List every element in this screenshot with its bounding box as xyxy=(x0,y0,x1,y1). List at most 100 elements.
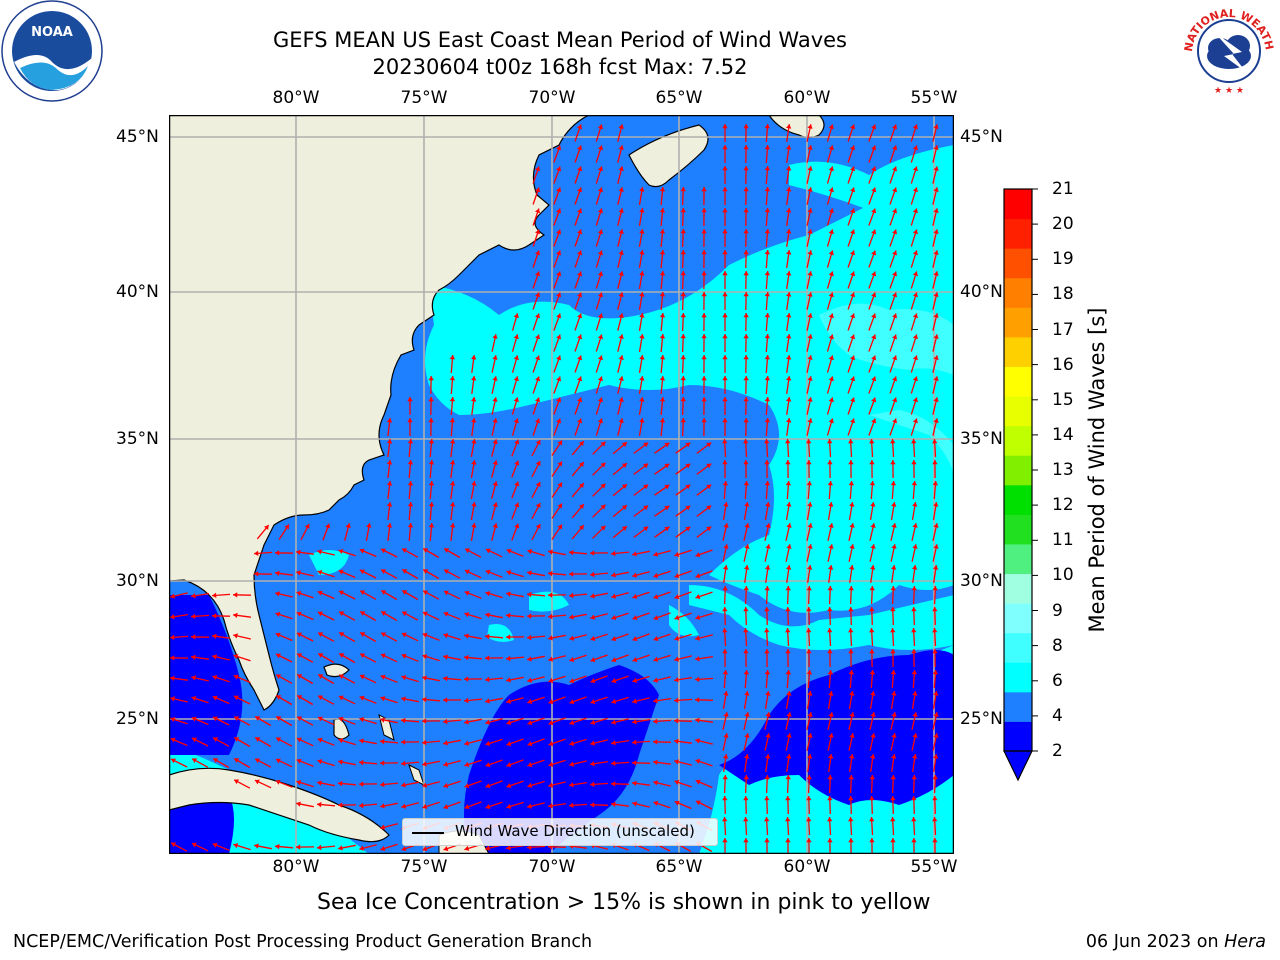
wave-direction-arrowhead xyxy=(548,635,553,641)
wave-direction-arrowhead xyxy=(871,166,877,172)
wave-direction-arrowhead xyxy=(618,271,624,276)
wave-direction-arrowhead xyxy=(577,208,583,214)
wave-direction-arrowhead xyxy=(653,677,658,683)
wave-direction-arrowhead xyxy=(535,229,541,235)
wave-direction-arrowhead xyxy=(569,802,574,808)
wave-direction-arrowhead xyxy=(422,632,428,638)
wave-direction-arrowhead xyxy=(828,166,834,172)
wave-direction-arrowhead xyxy=(359,674,365,680)
wave-direction-arrowhead xyxy=(639,376,645,381)
wave-direction-arrowhead xyxy=(912,271,918,277)
wave-direction-arrowhead xyxy=(870,733,876,738)
wave-direction-arrowhead xyxy=(639,250,645,255)
wave-direction-arrowhead xyxy=(485,676,490,683)
wave-direction-arrowhead xyxy=(317,759,323,765)
wave-direction-arrowhead xyxy=(743,481,749,486)
wave-direction-arrowhead xyxy=(850,145,856,151)
wave-direction-arrowhead xyxy=(764,817,770,822)
wave-direction-arrowhead xyxy=(723,523,729,528)
wave-direction-arrowhead xyxy=(276,737,281,743)
wave-direction-arrowhead xyxy=(674,677,679,683)
wave-direction-arrowhead xyxy=(722,187,728,192)
wave-direction-arrowhead xyxy=(764,313,770,318)
wave-direction-arrowhead xyxy=(664,484,670,490)
wave-direction-arrowhead xyxy=(659,229,666,234)
wave-direction-arrowhead xyxy=(827,439,833,444)
wave-direction-arrowhead xyxy=(743,628,749,633)
wave-direction-arrowhead xyxy=(891,712,897,717)
wave-direction-arrowhead xyxy=(807,523,813,528)
wave-direction-arrowhead xyxy=(360,611,366,616)
wave-direction-arrowhead xyxy=(535,271,541,277)
wave-direction-arrowhead xyxy=(850,355,856,361)
wave-direction-arrowhead xyxy=(464,804,470,810)
lon-label-top-55w: 55°W xyxy=(910,88,958,108)
wave-direction-arrowhead xyxy=(849,733,855,738)
wave-direction-arrowhead xyxy=(535,397,541,403)
wave-direction-arrowhead xyxy=(485,740,491,746)
wave-direction-arrowhead xyxy=(600,462,606,468)
wave-direction-arrowhead xyxy=(514,481,520,487)
wave-direction-arrowhead xyxy=(556,355,562,361)
wave-direction-arrowhead xyxy=(590,802,595,808)
wave-direction-arrowhead xyxy=(850,124,856,130)
wave-direction-arrowhead xyxy=(233,674,239,680)
wave-direction-arrowhead xyxy=(471,460,477,465)
wave-direction-arrowhead xyxy=(764,586,770,591)
wave-direction-arrowhead xyxy=(297,716,302,722)
colorbar-segment xyxy=(1004,603,1032,634)
wave-direction-arrowhead xyxy=(701,418,707,423)
wave-direction-arrowhead xyxy=(744,733,750,738)
wave-direction-arrowhead xyxy=(912,187,918,193)
wave-direction-arrowhead xyxy=(743,145,749,150)
wave-direction-arrowhead xyxy=(471,397,477,402)
wave-direction-arrowhead xyxy=(506,845,511,851)
wave-direction-arrowhead xyxy=(722,397,728,402)
wave-direction-arrowhead xyxy=(557,482,562,488)
wave-direction-arrowhead xyxy=(485,762,491,768)
wave-direction-arrowhead xyxy=(695,676,700,682)
wave-direction-arrowhead xyxy=(590,719,596,725)
wave-direction-arrowhead xyxy=(632,739,637,745)
wave-direction-arrowhead xyxy=(556,145,562,151)
wave-direction-arrowhead xyxy=(485,612,490,618)
wave-direction-arrowhead xyxy=(192,758,198,763)
svg-text:★ ★ ★: ★ ★ ★ xyxy=(1214,86,1244,96)
wave-direction-arrowhead xyxy=(659,208,666,213)
wave-direction-arrowhead xyxy=(722,628,728,633)
wave-direction-arrowhead xyxy=(827,607,833,612)
colorbar-tick-label: 17 xyxy=(1052,319,1074,340)
wave-direction-arrowhead xyxy=(933,565,939,570)
wave-direction-arrowhead xyxy=(659,397,666,402)
period-region-below-2-caribbean xyxy=(169,792,234,854)
wave-direction-arrowhead xyxy=(850,397,856,403)
wave-direction-arrowhead xyxy=(422,718,427,724)
wave-direction-arrowhead xyxy=(535,376,541,382)
wave-direction-arrowhead xyxy=(464,783,470,789)
wave-direction-arrowhead xyxy=(255,758,260,764)
wave-direction-arrowhead xyxy=(674,759,679,765)
wave-direction-arrowhead xyxy=(611,719,616,725)
wave-direction-arrowhead xyxy=(632,801,637,807)
wave-direction-arrowhead xyxy=(764,271,770,276)
wave-direction-arrowhead xyxy=(786,565,792,570)
wave-direction-arrowhead xyxy=(233,592,238,598)
wave-direction-arrowhead xyxy=(255,737,261,742)
wave-direction-arrowhead xyxy=(212,633,217,639)
wave-direction-arrowhead xyxy=(513,334,519,340)
wave-direction-arrowhead xyxy=(912,418,918,424)
wave-direction-arrowhead xyxy=(556,271,562,277)
wave-direction-arrowhead xyxy=(212,613,217,619)
wave-direction-arrowhead xyxy=(407,439,414,444)
wave-direction-arrowhead xyxy=(234,779,239,785)
wave-direction-arrowhead xyxy=(890,607,896,612)
wave-direction-arrowhead xyxy=(871,376,877,382)
wave-direction-arrowhead xyxy=(600,441,606,447)
wave-direction-arrowhead xyxy=(191,675,196,681)
wave-direction-arrowhead xyxy=(443,718,448,725)
wave-direction-arrowhead xyxy=(381,632,386,638)
wave-direction-arrowhead xyxy=(786,187,792,192)
wave-direction-arrowhead xyxy=(597,229,603,235)
wave-direction-arrowhead xyxy=(338,845,343,851)
wave-direction-arrowhead xyxy=(807,250,813,255)
